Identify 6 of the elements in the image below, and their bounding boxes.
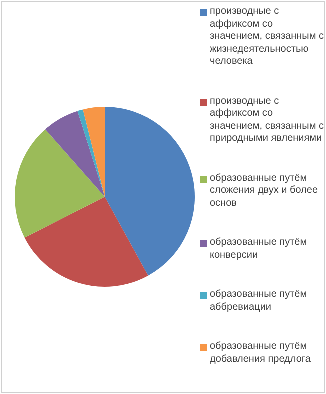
legend-label: производные с аффиксом со значением, связанным с природными явлениями	[210, 96, 324, 146]
legend-label: производные с аффиксом со значением, связанным с жизнедеятельностью человека	[210, 6, 324, 68]
legend-label: образованные путём добавления предлога	[210, 341, 312, 366]
legend-label: образованные путём сложения двух и более основ	[210, 172, 320, 210]
legend-label: образованные путём конверсии	[210, 237, 308, 262]
legend-label: образованные путём аббревиации	[210, 289, 308, 314]
